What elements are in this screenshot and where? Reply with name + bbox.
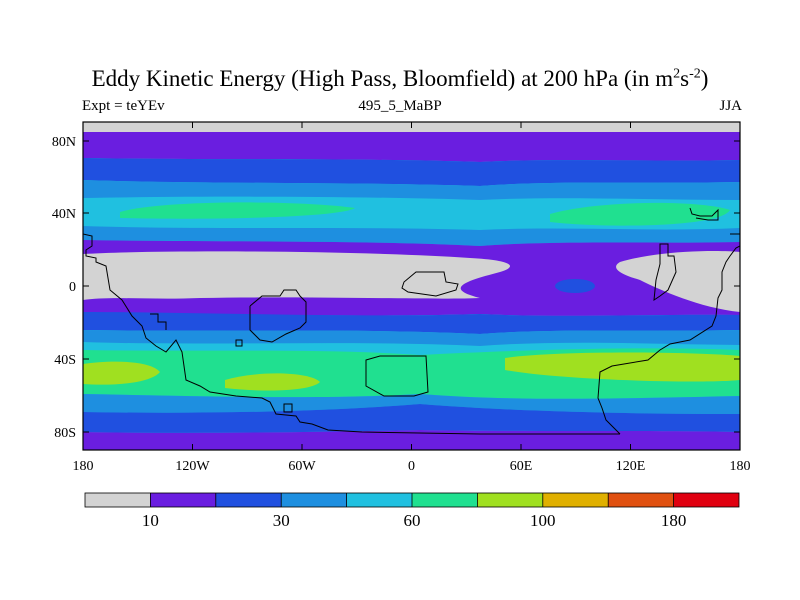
north-atlantic-green-blob — [120, 202, 355, 219]
coast-south-america-tip — [150, 313, 167, 330]
colorbar-label-30: 30 — [273, 511, 290, 530]
chart-title: Eddy Kinetic Energy (High Pass, Bloomfie… — [91, 66, 709, 91]
colorbar-box-8 — [608, 493, 674, 507]
experiment-label: Expt = teYEv — [82, 98, 165, 114]
coast-africa — [249, 289, 307, 343]
south-core-indian — [505, 352, 740, 382]
x-label-120E: 120E — [616, 459, 646, 474]
north-purple-band — [83, 132, 740, 162]
x-ticks — [82, 122, 741, 450]
north-blue-band — [83, 158, 740, 186]
x-tick-labels: 180 120W 60W 0 60E 120E 180 — [73, 459, 751, 474]
colorbar-box-0 — [85, 493, 151, 507]
x-label-0: 0 — [408, 459, 415, 474]
coastlines — [83, 207, 740, 435]
colorbar-box-7 — [542, 493, 609, 507]
colorbar-box-4 — [346, 493, 412, 507]
y-ticks — [83, 140, 740, 433]
map-panel — [83, 122, 740, 450]
south-subpolar-midblue — [83, 394, 740, 414]
colorbar-box-6 — [477, 493, 543, 507]
equatorial-gray-east — [616, 251, 740, 312]
equatorial-gray-west — [83, 251, 510, 300]
y-tick-labels: 80N 40N 0 40S 80S — [52, 135, 76, 441]
south-blue-band — [83, 312, 740, 334]
season-label: JJA — [719, 98, 742, 114]
x-label-60W: 60W — [288, 459, 316, 474]
coast-india — [653, 243, 677, 302]
north-pacific-green-blob — [550, 202, 730, 226]
south-core-west — [83, 361, 160, 385]
coast-island-small — [235, 339, 243, 347]
coast-arabia — [401, 271, 459, 297]
run-id-label: 495_5_MaBP — [358, 98, 442, 114]
colorbar-labels: 10 30 60 100 180 — [142, 511, 686, 530]
colorbar-box-9 — [673, 493, 739, 507]
y-label-80N: 80N — [52, 135, 76, 150]
colorbar-box-1 — [150, 493, 216, 507]
coast-australia — [597, 245, 740, 435]
antarctic-purple-band — [83, 430, 740, 450]
colorbar-box-2 — [215, 493, 282, 507]
south-core-atlantic — [225, 373, 320, 391]
coast-island-falklands — [283, 403, 293, 413]
colorbar-label-10: 10 — [142, 511, 159, 530]
y-label-0: 0 — [69, 280, 76, 295]
colorbar-box-5 — [412, 493, 478, 507]
colorbar-box-3 — [281, 493, 347, 507]
coast-japan — [689, 207, 719, 221]
colorbar-label-60: 60 — [404, 511, 421, 530]
colorbar-label-180: 180 — [661, 511, 687, 530]
north-midblue-band — [83, 180, 740, 200]
y-label-80S: 80S — [54, 426, 76, 441]
south-subpolar-blue — [83, 404, 740, 433]
y-label-40S: 40S — [54, 353, 76, 368]
x-label-60E: 60E — [510, 459, 533, 474]
north-midlat-blue — [83, 226, 740, 246]
south-midblue-band — [83, 330, 740, 346]
coast-madagascar — [365, 355, 429, 397]
x-label-180E: 180 — [730, 459, 751, 474]
x-label-120W: 120W — [175, 459, 210, 474]
colorbar-label-100: 100 — [530, 511, 556, 530]
coast-americas — [83, 233, 620, 435]
indian-ocean-blue-blob — [555, 279, 595, 293]
x-label-180W: 180 — [73, 459, 94, 474]
colorbar: 10 30 60 100 180 — [84, 492, 740, 530]
y-label-40N: 40N — [52, 207, 76, 222]
